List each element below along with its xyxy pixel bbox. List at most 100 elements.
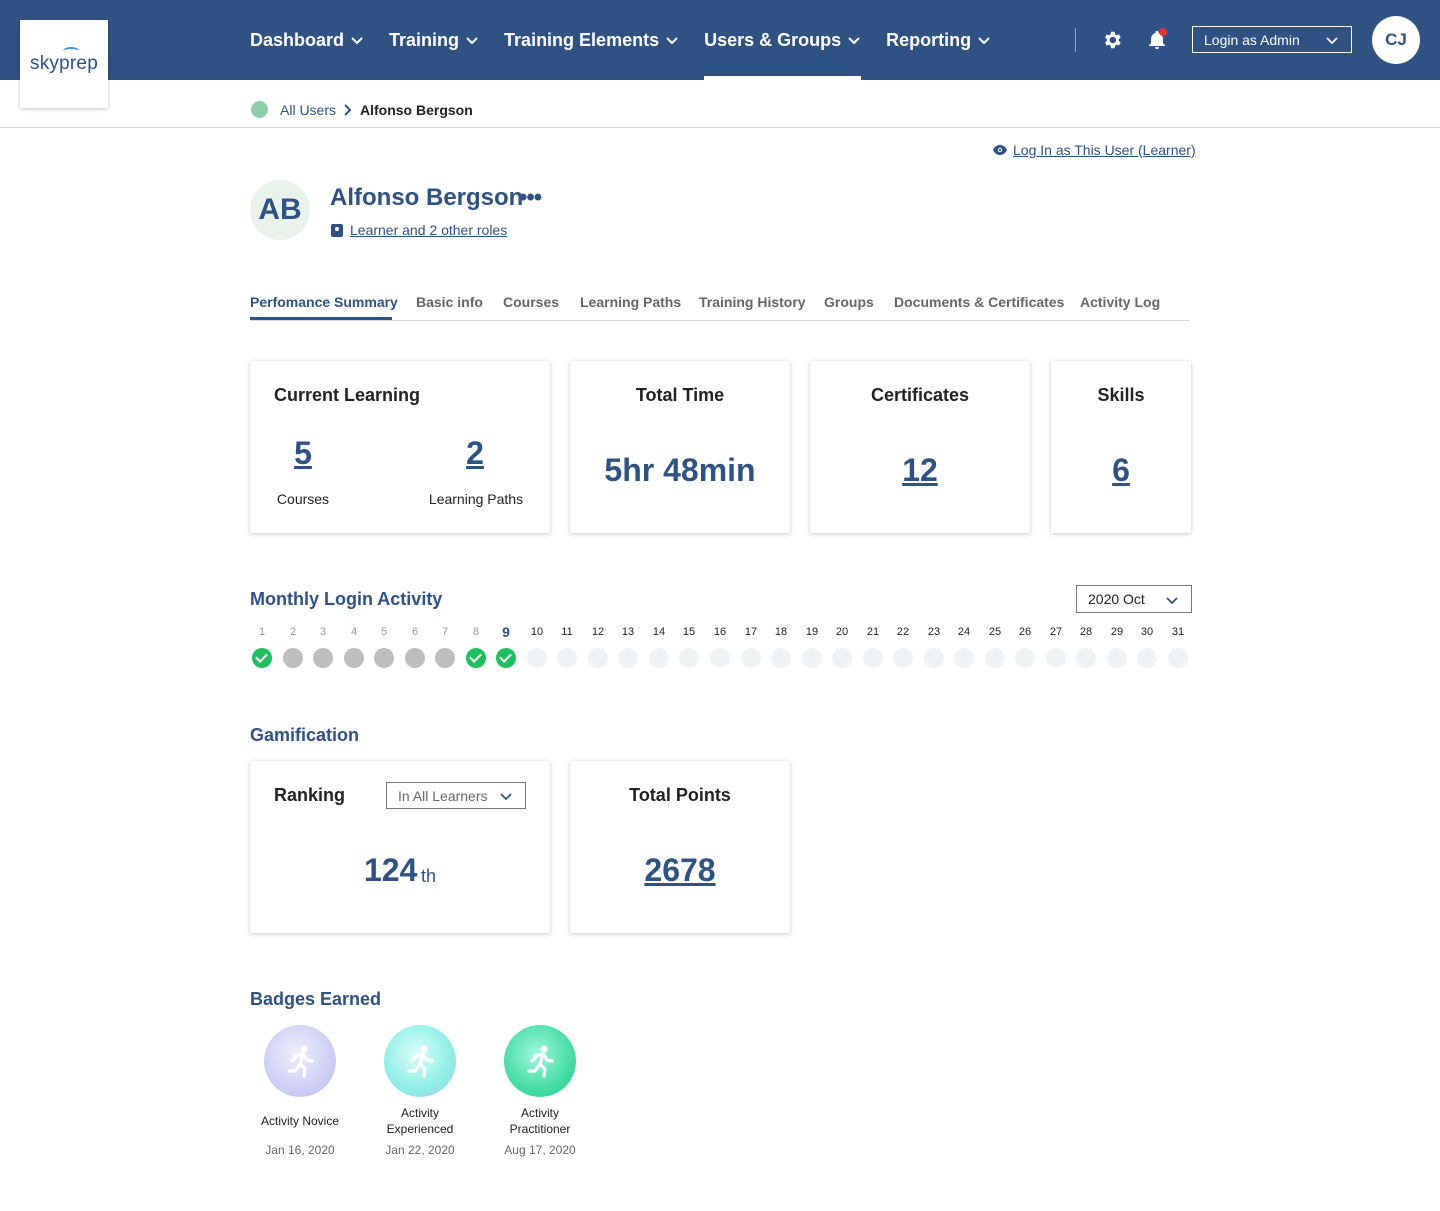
nav-training[interactable]: Training — [389, 0, 479, 80]
running-person-icon — [407, 1045, 434, 1078]
breadcrumb-current: Alfonso Bergson — [360, 102, 473, 118]
badge-name: Activity Novice — [260, 1114, 340, 1128]
card-title: Total Time — [635, 385, 725, 405]
calendar-day-dot — [802, 648, 822, 668]
calendar-day-number: 5 — [380, 626, 388, 638]
chevron-right-icon — [344, 104, 352, 116]
badge-date: Jan 22, 2020 — [385, 1143, 455, 1157]
ranking-scope-value: In All Learners — [398, 787, 488, 804]
calendar-day-dot — [954, 648, 974, 668]
badge-circle — [384, 1025, 456, 1097]
main-nav: Dashboard Training Training Elements Use… — [250, 0, 1016, 80]
calendar-day-number: 8 — [472, 626, 480, 638]
calendar-day-number: 4 — [350, 626, 358, 638]
ranking-scope-select[interactable]: In All Learners — [386, 782, 526, 809]
roles-link[interactable]: Learner and 2 other roles — [331, 222, 507, 238]
month-select[interactable]: 2020 Oct — [1076, 585, 1192, 613]
total-points-card: Total Points 2678 — [570, 761, 790, 933]
calendar-day-number: 22 — [896, 626, 910, 638]
user-avatar[interactable]: CJ — [1372, 16, 1420, 64]
nav-users-groups[interactable]: Users & Groups — [704, 0, 862, 80]
skills-count-link[interactable]: 6 — [1112, 452, 1130, 488]
tab-learning-paths[interactable]: Learning Paths — [580, 294, 682, 310]
nav-dashboard[interactable]: Dashboard — [250, 0, 364, 80]
calendar-day-number: 27 — [1049, 626, 1063, 638]
tab-basic-info[interactable]: Basic info — [416, 294, 483, 310]
nav-reporting[interactable]: Reporting — [886, 0, 991, 80]
month-select-value: 2020 Oct — [1088, 591, 1145, 607]
tab-courses[interactable]: Courses — [503, 294, 560, 310]
learning-paths-label: Learning Paths — [428, 491, 524, 507]
current-learning-card: Current Learning 5 Courses 2 Learning Pa… — [250, 361, 550, 533]
chevron-down-icon — [978, 37, 990, 45]
card-title: Current Learning — [274, 385, 421, 405]
calendar-day-number: 29 — [1110, 626, 1124, 638]
gear-icon[interactable] — [1101, 29, 1123, 51]
courses-label: Courses — [276, 491, 330, 507]
tab-groups[interactable]: Groups — [824, 294, 874, 310]
chevron-down-icon — [848, 37, 860, 45]
top-navigation-bar: Dashboard Training Training Elements Use… — [0, 0, 1440, 80]
total-points-link[interactable]: 2678 — [644, 852, 716, 888]
login-as-admin-select[interactable]: Login as Admin — [1192, 26, 1352, 53]
calendar-day-dot — [1107, 648, 1127, 668]
card-title: Ranking — [274, 785, 346, 805]
calendar-day-number: 3 — [319, 626, 327, 638]
calendar-day-number: 20 — [835, 626, 849, 638]
calendar-day-number: 15 — [682, 626, 696, 638]
skyprep-logo[interactable]: skyprep — [20, 20, 108, 108]
chevron-down-icon — [466, 37, 478, 45]
profile-avatar: AB — [250, 180, 310, 240]
calendar-day-dot — [344, 648, 364, 668]
roles-label: Learner and 2 other roles — [350, 222, 508, 238]
monthly-login-activity-title: Monthly Login Activity — [250, 589, 443, 609]
active-tab-indicator — [250, 317, 392, 320]
chevron-down-icon — [666, 37, 678, 45]
calendar-day-number: 23 — [927, 626, 941, 638]
badge-date: Aug 17, 2020 — [504, 1143, 576, 1157]
badges-earned-title: Badges Earned — [250, 989, 382, 1009]
calendar-day-dot — [1168, 648, 1188, 668]
card-title: Total Points — [629, 785, 731, 805]
chevron-down-icon — [1326, 37, 1338, 45]
calendar-day-number: 21 — [866, 626, 880, 638]
notification-indicator — [1159, 28, 1167, 36]
calendar-day-dot — [283, 648, 303, 668]
calendar-day-dot — [924, 648, 944, 668]
nav-label: Training Elements — [504, 29, 660, 50]
profile-name: Alfonso Bergson — [330, 184, 524, 211]
courses-count-link[interactable]: 5 — [294, 435, 312, 471]
ranking-suffix: th — [421, 866, 437, 886]
certificates-count-link[interactable]: 12 — [902, 452, 938, 488]
calendar-day-number: 24 — [957, 626, 971, 638]
learning-paths-count-link[interactable]: 2 — [466, 435, 484, 471]
calendar-day-dot — [741, 648, 761, 668]
calendar-day-dot — [1015, 648, 1035, 668]
tab-activity-log[interactable]: Activity Log — [1080, 294, 1161, 310]
calendar-day-number: 13 — [621, 626, 635, 638]
calendar-day-dot — [374, 648, 394, 668]
logo-text: skyprep — [30, 47, 98, 75]
calendar-day-number: 16 — [713, 626, 727, 638]
more-options-icon[interactable]: ••• — [519, 184, 542, 211]
calendar-day-number: 9 — [502, 624, 510, 640]
calendar-day-dot — [771, 648, 791, 668]
profile-tabs: Perfomance Summary Basic info Courses Le… — [250, 290, 1190, 321]
nav-training-elements[interactable]: Training Elements — [504, 0, 679, 80]
calendar-day-dot — [1046, 648, 1066, 668]
calendar-day-number: 12 — [591, 626, 605, 638]
tab-training-history[interactable]: Training History — [699, 294, 806, 310]
calendar-day-dot — [527, 648, 547, 668]
calendar-day-number: 30 — [1140, 626, 1154, 638]
log-in-as-user-link[interactable]: Log In as This User (Learner) — [993, 142, 1196, 158]
calendar-day-number: 11 — [561, 626, 573, 638]
breadcrumb-all-users-link[interactable]: All Users — [280, 102, 337, 118]
card-title: Skills — [1097, 385, 1145, 405]
tab-performance-summary[interactable]: Perfomance Summary — [250, 294, 398, 310]
tab-documents-certificates[interactable]: Documents & Certificates — [894, 294, 1065, 310]
calendar-day-dot — [618, 648, 638, 668]
calendar-day-number: 19 — [805, 626, 819, 638]
calendar-day-dot — [985, 648, 1005, 668]
calendar-day-number: 2 — [289, 626, 297, 638]
calendar-day-number: 17 — [744, 626, 758, 638]
